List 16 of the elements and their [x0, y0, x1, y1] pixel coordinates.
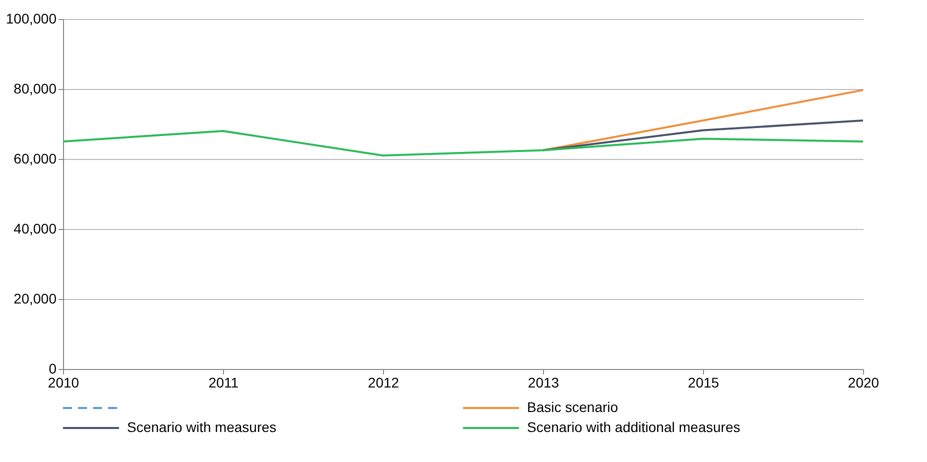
line-series: [62, 130, 864, 156]
y-tick-label: 20,000: [14, 290, 57, 306]
y-tick-label: 60,000: [14, 150, 57, 166]
x-tick-label: 2012: [368, 374, 400, 390]
x-tick-label: 2013: [528, 374, 560, 390]
y-tick-label: 80,000: [14, 80, 57, 96]
x-tick-label: 2020: [848, 374, 880, 390]
legend-label: Basic scenario: [527, 399, 618, 415]
y-tick-label: 40,000: [14, 220, 57, 236]
x-tick-label: 2010: [48, 374, 80, 390]
x-tick-label: 2011: [208, 374, 239, 390]
x-tick-label: 2015: [688, 374, 720, 390]
y-tick-label: 0: [48, 360, 57, 376]
legend-label: Scenario with additional measures: [527, 419, 740, 435]
y-tick-label: 100,000: [6, 10, 57, 26]
legend-label: Scenario with measures: [127, 419, 276, 435]
